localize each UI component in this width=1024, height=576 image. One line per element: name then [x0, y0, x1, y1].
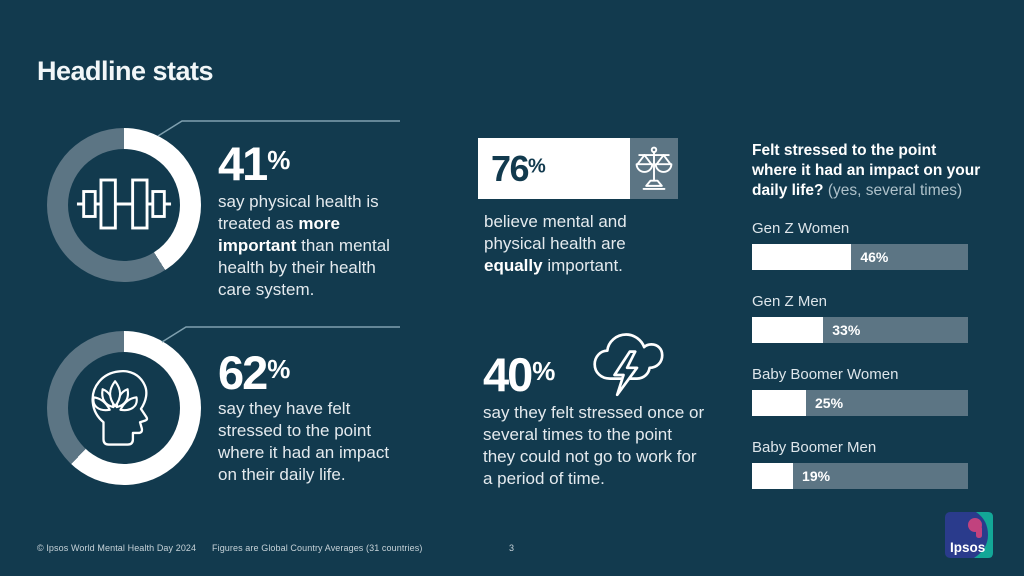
bar-row-baby-boomer-women: Baby Boomer Women 25%: [752, 366, 968, 416]
donut-chart-physical-health: [47, 128, 201, 282]
fill-bar-chart-76: 76%: [478, 138, 678, 199]
bar-label: Gen Z Men: [752, 293, 828, 310]
bar-row-gen-z-men: Gen Z Men 33%: [752, 293, 968, 343]
bar-label: Baby Boomer Women: [752, 366, 899, 383]
stat-text-41: say physical health is treated as more i…: [218, 192, 390, 299]
bar-value: 46%: [860, 249, 889, 265]
page-number: 3: [509, 543, 515, 553]
bar-row-gen-z-women: Gen Z Women 46%: [752, 220, 968, 270]
bar-fill: [752, 390, 806, 416]
dumbbell-icon: [76, 178, 172, 230]
page-title: Headline stats: [37, 56, 214, 86]
bar-value: 19%: [802, 468, 831, 484]
stat-value-62: 62%: [218, 346, 291, 399]
bar-fill: [752, 463, 794, 489]
footer-note: Figures are Global Country Averages (31 …: [212, 543, 423, 553]
bar-value: 33%: [832, 322, 861, 338]
bar-track: 19%: [752, 463, 968, 489]
callout-line: [157, 120, 400, 137]
bar-row-baby-boomer-men: Baby Boomer Men 19%: [752, 439, 968, 489]
scales-icon: [635, 146, 673, 190]
bar-label: Baby Boomer Men: [752, 439, 877, 456]
bar-track: 25%: [752, 390, 968, 416]
bar-track: 33%: [752, 317, 968, 343]
footer-copyright: © Ipsos World Mental Health Day 2024: [37, 543, 197, 553]
scales-icon-box: [630, 138, 678, 199]
stat-value-40: 40%: [483, 348, 556, 401]
bar-chart-panel: Felt stressed to the point where it had …: [752, 141, 980, 501]
chart-title: Felt stressed to the point where it had …: [752, 142, 981, 199]
bar-fill: [752, 244, 852, 270]
stat-text-76: believe mental and physical health are e…: [484, 212, 627, 275]
fill-bar-value: 76%: [478, 138, 630, 199]
svg-text:Ipsos: Ipsos: [950, 540, 985, 555]
stat-text-62: say they have felt stressed to the point…: [218, 399, 390, 484]
bar-track: 46%: [752, 244, 968, 270]
stat-value-41: 41%: [218, 137, 291, 190]
ipsos-logo: Ipsos: [945, 512, 993, 558]
chart-subtitle: (yes, several times): [827, 182, 963, 199]
callout-line: [161, 326, 400, 343]
storm-cloud-icon: [593, 333, 664, 397]
bar-label: Gen Z Women: [752, 220, 850, 237]
head-lotus-icon: [91, 369, 149, 446]
stat-text-40: say they felt stressed once or several t…: [483, 403, 705, 488]
donut-chart-stressed: [47, 331, 201, 485]
bar-fill: [752, 317, 824, 343]
bar-value: 25%: [815, 395, 844, 411]
